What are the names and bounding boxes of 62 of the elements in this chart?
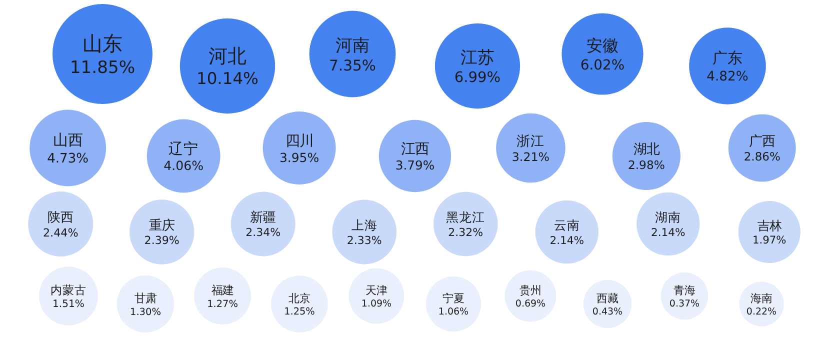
- data-label: 7.35%: [329, 57, 376, 74]
- category-label: 内蒙古: [50, 282, 86, 297]
- data-label: 1.30%: [130, 306, 162, 318]
- category-label: 黑龙江: [446, 210, 486, 226]
- category-label: 河南: [336, 36, 370, 56]
- category-label: 湖南: [655, 210, 682, 225]
- category-label: 四川: [285, 133, 314, 150]
- data-label: 3.79%: [395, 158, 435, 173]
- data-label: 1.27%: [207, 298, 238, 310]
- data-label: 6.02%: [580, 57, 625, 74]
- data-label: 3.21%: [512, 150, 550, 164]
- category-label: 江西: [401, 141, 429, 158]
- category-label: 西藏: [596, 292, 618, 305]
- data-label: 2.34%: [246, 226, 281, 240]
- data-label: 0.69%: [515, 298, 546, 310]
- data-label: 0.22%: [746, 306, 777, 318]
- category-label: 山东: [82, 32, 122, 56]
- data-label: 4.82%: [706, 70, 748, 85]
- category-label: 海南: [750, 292, 772, 305]
- category-label: 广东: [712, 49, 742, 68]
- category-label: 重庆: [148, 218, 175, 234]
- category-label: 河北: [208, 46, 246, 68]
- data-label: 2.98%: [628, 158, 665, 172]
- data-label: 3.95%: [279, 150, 320, 165]
- data-label: 2.14%: [550, 234, 584, 247]
- data-label: 1.09%: [361, 298, 392, 310]
- category-label: 江苏: [460, 46, 494, 67]
- data-label: 4.06%: [164, 158, 204, 173]
- data-label: 6.99%: [454, 69, 501, 86]
- category-label: 新疆: [250, 210, 276, 226]
- category-label: 山西: [52, 131, 83, 150]
- data-label: 2.33%: [346, 234, 382, 248]
- category-label: 上海: [351, 218, 378, 234]
- category-label: 天津: [366, 284, 388, 297]
- data-label: 2.39%: [144, 234, 180, 248]
- category-label: 贵州: [520, 284, 542, 297]
- data-label: 10.14%: [196, 68, 259, 88]
- category-label: 辽宁: [168, 140, 199, 158]
- category-label: 湖北: [633, 142, 660, 158]
- data-label: 1.97%: [752, 234, 786, 247]
- data-label: 0.37%: [669, 298, 700, 310]
- data-label: 2.86%: [744, 150, 780, 164]
- category-label: 福建: [212, 284, 234, 297]
- data-label: 2.14%: [650, 226, 686, 239]
- data-label: 2.32%: [448, 226, 484, 240]
- data-label: 1.51%: [52, 299, 84, 310]
- data-label: 11.85%: [70, 58, 136, 78]
- category-label: 青海: [674, 284, 696, 297]
- category-label: 浙江: [516, 134, 545, 150]
- category-label: 北京: [288, 292, 310, 305]
- category-label: 吉林: [757, 218, 782, 233]
- category-label: 安徽: [586, 36, 618, 56]
- data-label: 1.06%: [438, 306, 469, 318]
- category-label: 宁夏: [442, 292, 464, 305]
- category-label: 陕西: [48, 210, 74, 226]
- data-label: 0.43%: [592, 306, 623, 318]
- category-label: 云南: [554, 218, 580, 233]
- category-label: 甘肃: [134, 290, 156, 305]
- data-label: 1.25%: [284, 306, 315, 318]
- data-label: 4.73%: [47, 151, 89, 166]
- category-label: 广西: [749, 134, 776, 150]
- data-label: 2.44%: [42, 226, 78, 240]
